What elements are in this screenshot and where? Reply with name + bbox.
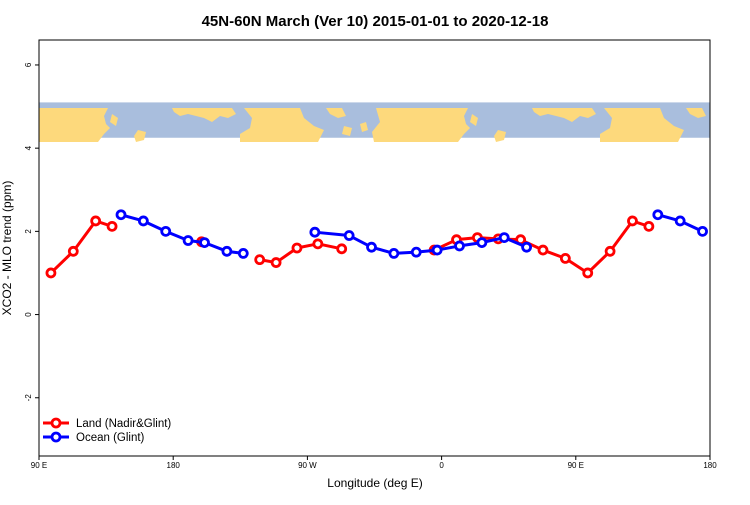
data-point bbox=[559, 252, 571, 264]
data-point bbox=[366, 241, 377, 253]
data-point bbox=[160, 225, 172, 237]
data-point bbox=[270, 257, 282, 268]
data-point bbox=[67, 245, 79, 257]
data-point bbox=[309, 226, 321, 238]
legend-item-land: Land (Nadir&Glint) bbox=[43, 417, 171, 430]
plot-frame bbox=[38, 39, 711, 457]
y-tick-label: 0 bbox=[24, 312, 33, 317]
data-point bbox=[674, 215, 686, 227]
data-point bbox=[221, 245, 233, 257]
legend-land-marker bbox=[50, 417, 62, 429]
series-layer bbox=[45, 209, 708, 279]
legend-land-label: Land (Nadir&Glint) bbox=[76, 418, 171, 430]
data-point bbox=[627, 215, 638, 227]
data-point bbox=[182, 235, 194, 246]
series-line bbox=[49, 219, 113, 275]
x-tick-label: 180 bbox=[167, 461, 181, 470]
data-point bbox=[652, 209, 664, 221]
data-point bbox=[254, 254, 266, 266]
series-land bbox=[45, 215, 655, 279]
data-point bbox=[521, 241, 532, 253]
y-tick-label: 2 bbox=[24, 229, 33, 234]
chart-title: 45N-60N March (Ver 10) 2015-01-01 to 202… bbox=[202, 13, 549, 30]
data-point bbox=[343, 230, 355, 241]
x-tick-label: 0 bbox=[439, 461, 444, 470]
data-point bbox=[45, 267, 57, 279]
y-tick-label: 4 bbox=[24, 145, 33, 150]
data-point bbox=[431, 244, 443, 256]
legend-ocean-marker bbox=[50, 431, 62, 443]
data-point bbox=[237, 248, 249, 259]
data-point bbox=[199, 237, 210, 248]
data-point bbox=[336, 243, 348, 255]
data-point bbox=[697, 225, 708, 237]
data-point bbox=[90, 215, 102, 227]
data-point bbox=[137, 215, 149, 227]
legend-item-ocean: Ocean (Glint) bbox=[43, 431, 145, 444]
data-point bbox=[604, 245, 616, 257]
map-land bbox=[39, 108, 706, 142]
data-point bbox=[582, 267, 594, 279]
y-axis: -2 0 2 4 6 bbox=[24, 62, 39, 401]
legend-ocean-label: Ocean (Glint) bbox=[76, 432, 145, 444]
data-point bbox=[476, 237, 488, 248]
y-tick-label: 6 bbox=[24, 62, 33, 67]
data-point bbox=[643, 220, 655, 232]
y-tick-label: -2 bbox=[24, 394, 33, 402]
x-tick-label: 180 bbox=[703, 461, 717, 470]
legend: Land (Nadir&Glint) Ocean (Glint) bbox=[43, 417, 171, 444]
x-axis: 90 E 180 90 W 0 90 E 180 bbox=[31, 456, 717, 470]
x-axis-title: Longitude (deg E) bbox=[327, 476, 422, 490]
data-point bbox=[454, 240, 465, 252]
y-axis-title: XCO2 - MLO trend (ppm) bbox=[0, 181, 14, 316]
world-map-band bbox=[39, 102, 710, 142]
data-point bbox=[115, 209, 127, 221]
x-tick-label: 90 E bbox=[568, 461, 584, 470]
data-point bbox=[498, 232, 510, 244]
data-point bbox=[388, 248, 400, 259]
data-point bbox=[410, 246, 422, 258]
series-ocean bbox=[115, 209, 708, 259]
data-point bbox=[106, 220, 118, 232]
data-point bbox=[537, 244, 549, 256]
series-line bbox=[314, 230, 528, 255]
data-point bbox=[291, 242, 303, 254]
data-point bbox=[312, 238, 324, 250]
x-tick-label: 90 W bbox=[298, 461, 317, 470]
x-tick-label: 90 E bbox=[31, 461, 47, 470]
